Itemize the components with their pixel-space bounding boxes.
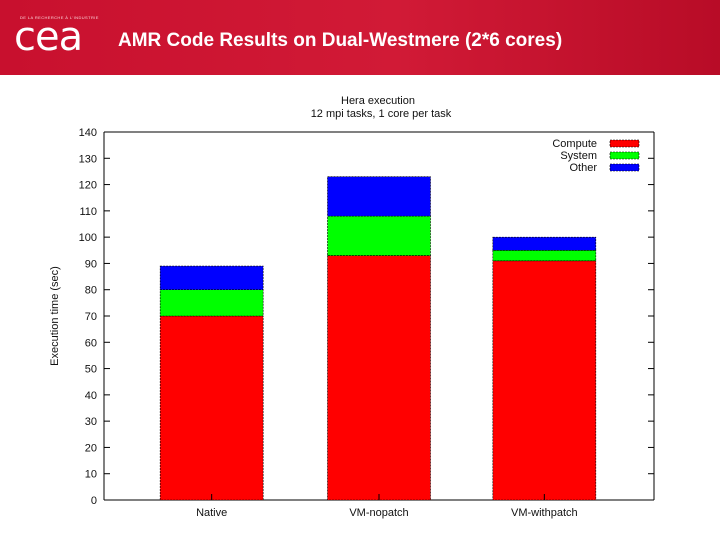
chart-subtitle: 12 mpi tasks, 1 core per task (311, 108, 452, 120)
chart-title: Hera execution (341, 95, 415, 107)
bar-segment-compute (159, 315, 264, 501)
legend-swatch (609, 139, 640, 148)
cea-logo: cea (14, 14, 83, 60)
x-tick-label: VM-nopatch (349, 507, 408, 519)
legend-label: System (560, 150, 597, 162)
bar-segment-other (159, 265, 264, 291)
y-tick-label: 50 (85, 364, 97, 376)
legend-label: Compute (552, 138, 597, 150)
bar-segment-system (159, 289, 264, 317)
y-tick-label: 80 (85, 285, 97, 297)
y-tick-label: 110 (79, 206, 97, 218)
x-tick-label: Native (196, 507, 227, 519)
y-tick-label: 0 (91, 495, 97, 507)
y-axis-label: Execution time (sec) (49, 266, 61, 366)
logo-tagline: DE LA RECHERCHE À L'INDUSTRIE (20, 15, 99, 20)
x-tick-label: VM-withpatch (511, 507, 578, 519)
y-tick-label: 120 (79, 180, 97, 192)
slide-title: AMR Code Results on Dual-Westmere (2*6 c… (118, 30, 563, 51)
y-tick-label: 90 (85, 258, 97, 270)
legend-swatch (609, 163, 640, 172)
bar-segment-compute (492, 260, 597, 501)
y-tick-label: 140 (79, 127, 97, 139)
slide-header: DE LA RECHERCHE À L'INDUSTRIE cea AMR Co… (0, 0, 720, 75)
legend-swatch (609, 151, 640, 160)
bar-segment-other (492, 236, 597, 251)
y-tick-label: 20 (85, 442, 97, 454)
y-tick-label: 10 (85, 469, 97, 481)
bar-segment-system (492, 249, 597, 262)
y-tick-label: 70 (85, 311, 97, 323)
bar-segment-compute (327, 255, 431, 501)
bar-segment-other (327, 176, 431, 217)
y-tick-label: 100 (79, 232, 97, 244)
y-tick-label: 60 (85, 337, 97, 349)
y-tick-label: 130 (79, 153, 97, 165)
y-tick-label: 30 (85, 416, 97, 428)
legend-label: Other (569, 162, 597, 174)
y-tick-label: 40 (85, 390, 97, 402)
bar-segment-system (327, 215, 431, 256)
